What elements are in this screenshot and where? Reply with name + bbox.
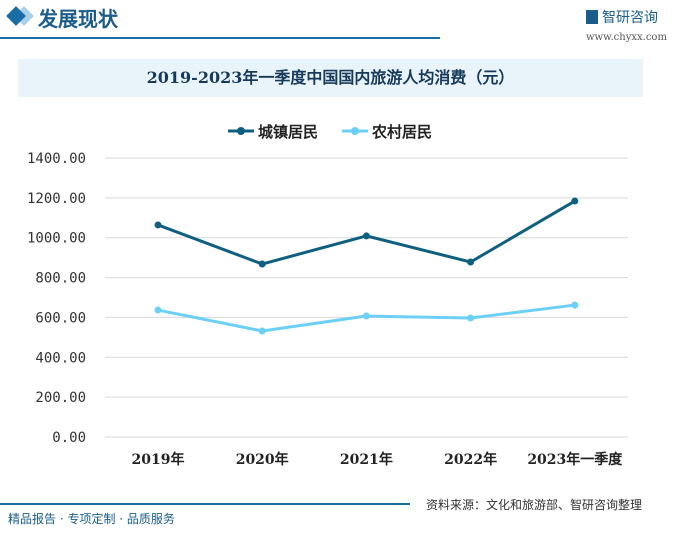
x-tick-label: 2019年 (132, 451, 185, 468)
data-point (154, 306, 162, 314)
brand-logo: 智研咨询 (586, 7, 658, 27)
y-tick-label: 1400.00 (27, 151, 86, 167)
legend-label: 农村居民 (371, 123, 432, 141)
data-point (362, 232, 370, 240)
x-tick-label: 2022年 (444, 451, 497, 468)
y-tick-label: 600.00 (35, 310, 86, 326)
source-note: 资料来源：文化和旅游部、智研咨询整理 (426, 498, 643, 512)
footer-tagline: 精品报告 · 专项定制 · 品质服务 (8, 512, 175, 526)
y-tick-label: 1200.00 (27, 191, 86, 207)
y-tick-label: 400.00 (35, 350, 86, 366)
data-point (467, 314, 475, 322)
y-tick-label: 1000.00 (27, 231, 86, 247)
data-point (467, 258, 475, 266)
legend-marker (351, 127, 359, 135)
data-point (571, 197, 579, 205)
data-point (258, 327, 266, 335)
data-point (258, 260, 266, 268)
footer-divider (0, 503, 410, 505)
logo-icon (586, 10, 598, 24)
brand-url: www.chyxx.com (586, 32, 667, 43)
x-tick-label: 2020年 (236, 451, 289, 468)
header: 发展现状 智研咨询 www.chyxx.com (0, 0, 685, 43)
data-point (571, 301, 579, 309)
y-tick-label: 800.00 (35, 271, 86, 287)
logo-text: 智研咨询 (602, 10, 658, 26)
chart-title: 2019-2023年一季度中国国内旅游人均消费（元） (18, 59, 643, 97)
header-divider (0, 37, 440, 39)
x-tick-label: 2021年 (340, 451, 393, 468)
legend-label: 城镇居民 (258, 123, 318, 141)
y-tick-label: 0.00 (52, 430, 86, 446)
x-tick-label: 2023年一季度 (527, 451, 623, 468)
section-title: 发展现状 (38, 7, 118, 31)
data-point (154, 221, 162, 229)
legend-marker (237, 127, 245, 135)
y-tick-label: 200.00 (35, 390, 86, 406)
data-point (362, 312, 370, 320)
